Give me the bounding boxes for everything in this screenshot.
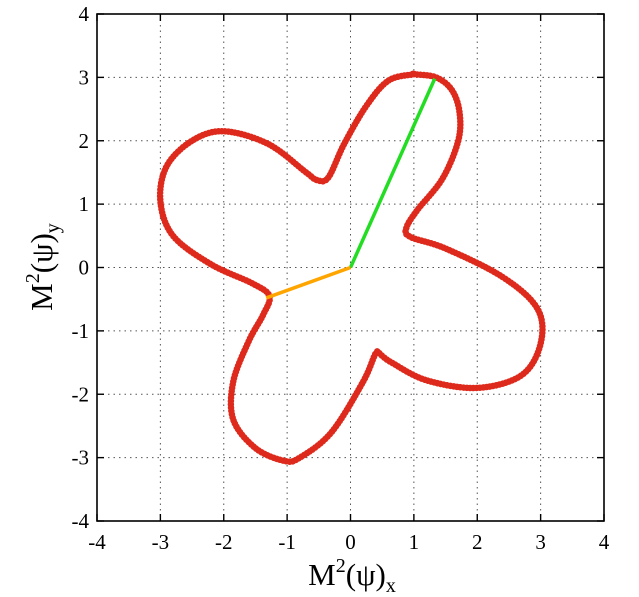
x-axis-label: M2(ψ)x [308, 555, 396, 597]
x-tick-label: -4 [88, 530, 106, 554]
y-tick-label: -1 [72, 319, 90, 343]
x-tick-labels: -4 -3 -2 -1 0 1 2 3 4 [88, 530, 610, 554]
y-tick-label: 1 [79, 192, 90, 216]
y-label-base: M [24, 283, 59, 311]
plot-frame [96, 13, 605, 522]
x-tick-label: 3 [535, 530, 546, 554]
x-tick-label: -1 [278, 530, 296, 554]
segment-series-2 [265, 265, 352, 300]
y-label-sup: 2 [22, 273, 44, 283]
x-tick-label: 2 [472, 530, 483, 554]
x-label-sub: x [386, 575, 396, 597]
y-tick-label: 4 [79, 2, 90, 26]
x-label-base: M [308, 557, 336, 592]
x-tick-label: 4 [599, 530, 610, 554]
y-tick-label: -4 [72, 509, 90, 533]
closed-curve-series-core [158, 72, 545, 464]
x-tick-label: -2 [215, 530, 233, 554]
y-tick-label: -3 [72, 446, 90, 470]
y-tick-label: -2 [72, 382, 90, 406]
x-tick-label: 0 [345, 530, 356, 554]
y-tick-labels: -4 -3 -2 -1 0 1 2 3 4 [72, 2, 90, 533]
x-tick-label: -3 [152, 530, 170, 554]
y-label-sub: y [42, 223, 64, 233]
y-tick-label: 0 [79, 256, 90, 280]
y-label-mid: (ψ) [24, 233, 59, 273]
series-layer [156, 70, 546, 465]
y-tick-label: 3 [79, 65, 90, 89]
segment-series-1 [348, 77, 437, 269]
x-label-mid: (ψ) [346, 557, 386, 592]
y-tick-label: 2 [79, 129, 90, 153]
x-label-sup: 2 [336, 555, 346, 577]
x-tick-label: 1 [409, 530, 420, 554]
y-axis-label: M2(ψ)y [22, 223, 64, 311]
